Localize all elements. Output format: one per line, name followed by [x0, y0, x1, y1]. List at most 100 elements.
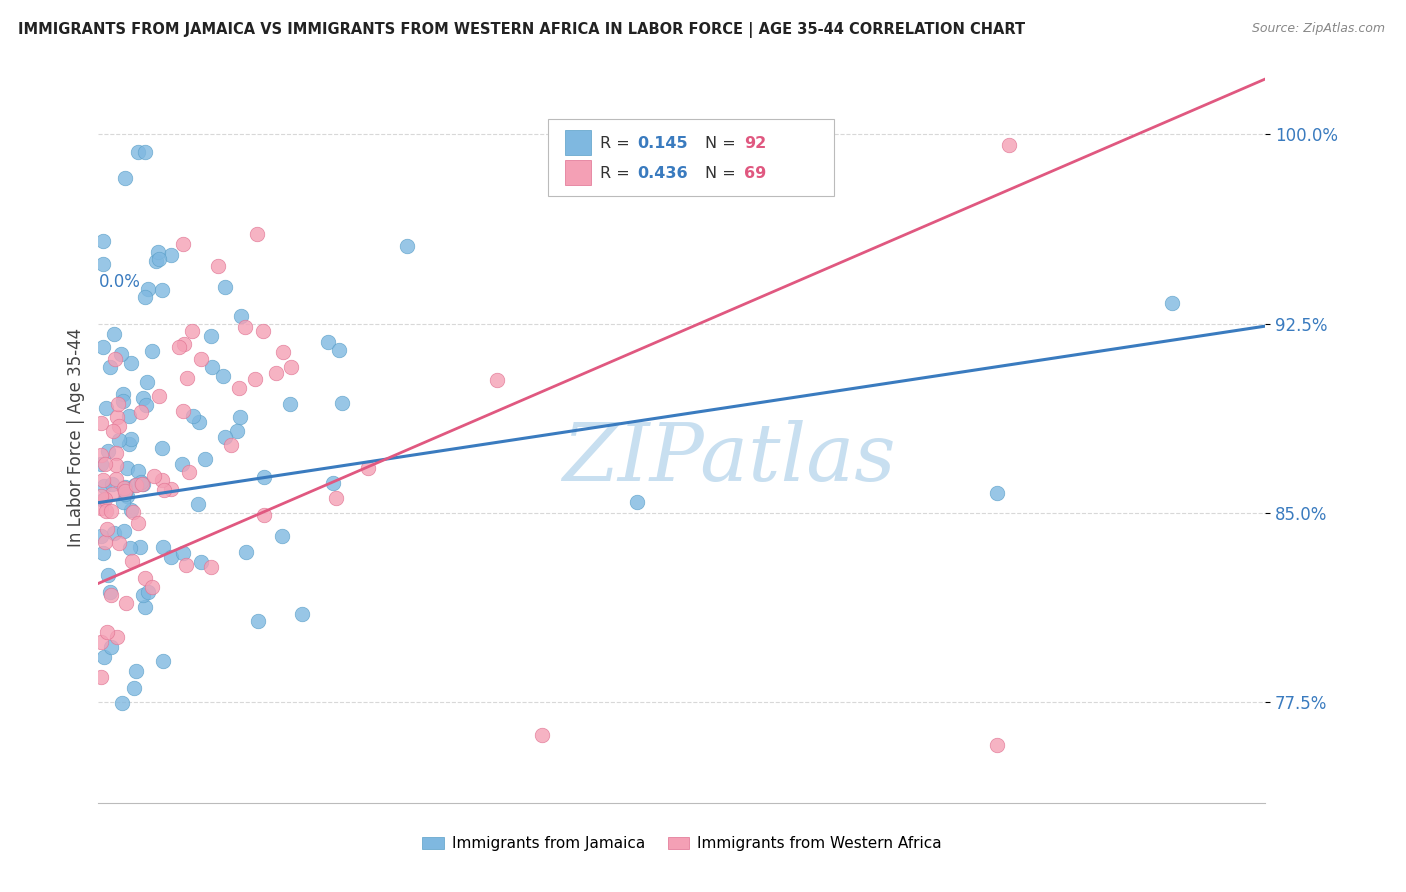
Point — [357, 461, 380, 475]
Point — [129, 405, 152, 419]
Point — [170, 457, 193, 471]
Point — [148, 252, 170, 266]
Point — [122, 681, 145, 695]
Point — [160, 549, 183, 564]
Point — [134, 600, 156, 615]
Point — [93, 479, 115, 493]
Point — [94, 534, 117, 549]
Point — [160, 248, 183, 262]
Point — [190, 555, 212, 569]
Point — [111, 394, 134, 409]
Point — [124, 477, 146, 491]
Point — [115, 461, 138, 475]
Point — [101, 476, 124, 491]
Text: 92: 92 — [744, 136, 766, 152]
Point — [100, 640, 122, 654]
Text: 0.436: 0.436 — [637, 166, 688, 181]
Point — [143, 468, 166, 483]
Point — [176, 371, 198, 385]
Point — [273, 345, 295, 359]
Point — [93, 234, 115, 248]
Point — [129, 475, 152, 490]
Point — [90, 528, 112, 542]
Point — [280, 360, 302, 375]
Point — [150, 283, 173, 297]
Point — [233, 320, 256, 334]
Point — [103, 326, 125, 341]
Text: N =: N = — [706, 166, 741, 181]
Point — [114, 480, 136, 494]
Point — [226, 425, 249, 439]
Point — [114, 170, 136, 185]
Point — [105, 472, 128, 486]
Point — [101, 486, 124, 500]
Point — [110, 346, 132, 360]
Point — [986, 485, 1008, 500]
Point — [145, 254, 167, 268]
Point — [120, 503, 142, 517]
Point — [1161, 296, 1184, 310]
Point — [127, 516, 149, 530]
Point — [91, 257, 114, 271]
Point — [316, 334, 339, 349]
Point — [134, 290, 156, 304]
Point — [91, 473, 114, 487]
Point — [93, 650, 115, 665]
Point — [207, 259, 229, 273]
Point — [235, 545, 257, 559]
Point — [96, 624, 118, 639]
Point — [229, 409, 252, 424]
Text: 0.145: 0.145 — [637, 136, 688, 152]
Point — [187, 497, 209, 511]
Point — [121, 554, 143, 568]
Point — [120, 432, 142, 446]
Point — [221, 438, 243, 452]
Point — [125, 664, 148, 678]
Point — [104, 351, 127, 366]
Point — [90, 457, 112, 471]
Point — [246, 227, 269, 242]
Point — [167, 340, 190, 354]
Point — [118, 541, 141, 555]
Point — [253, 508, 276, 522]
Point — [231, 309, 253, 323]
Point — [172, 236, 194, 251]
Point — [97, 443, 120, 458]
Point — [132, 392, 155, 406]
Point — [486, 373, 509, 387]
Point — [271, 529, 294, 543]
Point — [118, 409, 141, 424]
Point — [252, 470, 274, 484]
Point — [148, 389, 170, 403]
Text: ZIPatlas: ZIPatlas — [562, 420, 896, 498]
Point — [264, 366, 287, 380]
Point — [152, 654, 174, 668]
Point — [172, 404, 194, 418]
Point — [101, 424, 124, 438]
Point — [111, 696, 134, 710]
Point — [103, 525, 125, 540]
Point — [114, 524, 136, 538]
Point — [201, 360, 224, 375]
Point — [146, 244, 169, 259]
Point — [105, 410, 128, 425]
Point — [94, 401, 117, 415]
Point — [90, 670, 112, 684]
Point — [105, 446, 128, 460]
Point — [90, 416, 112, 430]
Point — [132, 477, 155, 491]
Text: R =: R = — [600, 166, 636, 181]
Point — [325, 491, 347, 505]
Point — [626, 495, 648, 509]
Point — [228, 381, 250, 395]
Point — [114, 484, 136, 499]
Text: 69: 69 — [744, 166, 766, 181]
Point — [530, 728, 553, 742]
Text: IMMIGRANTS FROM JAMAICA VS IMMIGRANTS FROM WESTERN AFRICA IN LABOR FORCE | AGE 3: IMMIGRANTS FROM JAMAICA VS IMMIGRANTS FR… — [18, 22, 1025, 38]
Text: R =: R = — [600, 136, 636, 152]
Point — [107, 397, 129, 411]
Point — [121, 504, 143, 518]
Point — [91, 339, 114, 353]
Point — [181, 409, 204, 423]
Point — [90, 634, 112, 648]
